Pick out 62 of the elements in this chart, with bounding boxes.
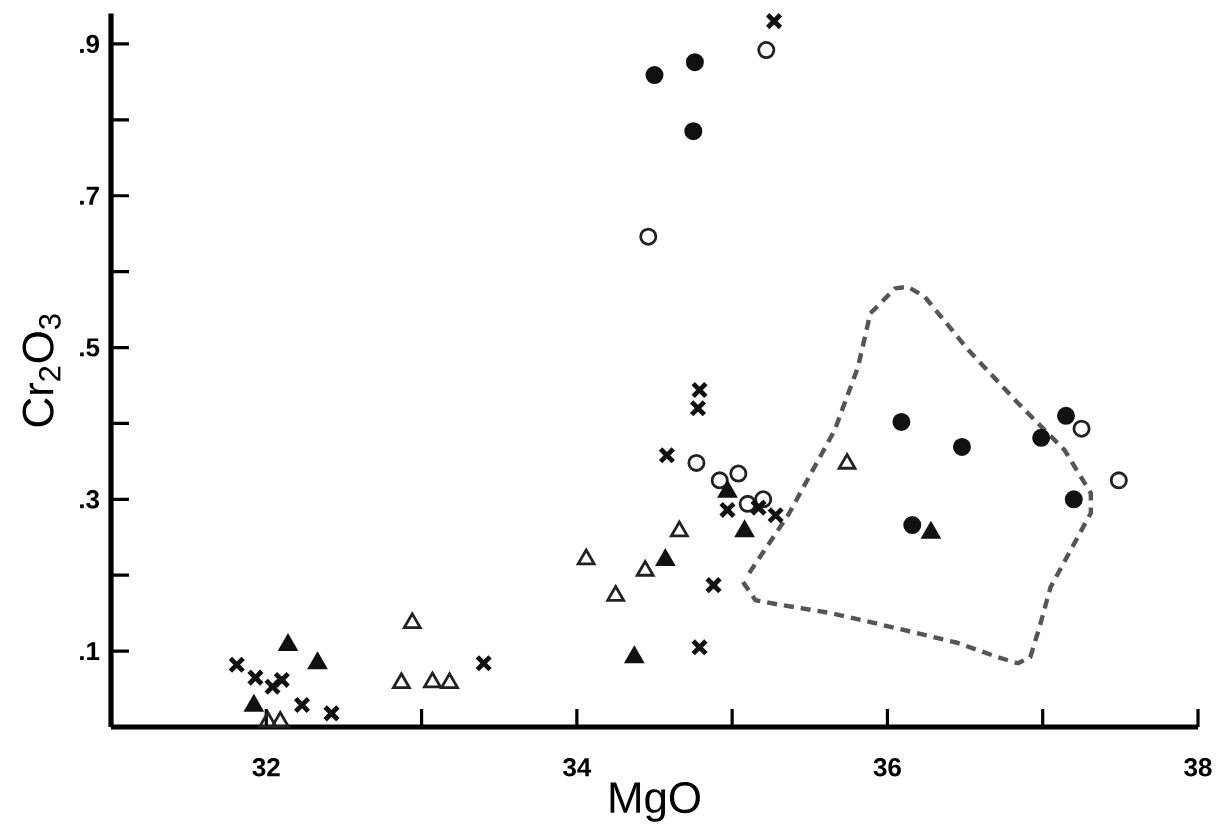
point <box>1072 419 1091 438</box>
point <box>1057 406 1075 425</box>
point <box>273 671 291 689</box>
point <box>278 634 298 652</box>
point <box>1032 428 1051 447</box>
point <box>690 381 709 399</box>
point <box>729 464 748 483</box>
point <box>228 656 246 674</box>
point <box>606 585 626 602</box>
x-tick-label: 36 <box>873 758 901 777</box>
point <box>308 652 327 670</box>
point <box>645 66 664 85</box>
point <box>718 481 737 498</box>
point <box>639 227 658 246</box>
point <box>921 522 941 539</box>
point <box>690 638 709 657</box>
point <box>322 704 341 723</box>
point <box>766 506 785 525</box>
point <box>903 516 922 535</box>
point <box>749 498 768 517</box>
y-tick-label: .3 <box>80 490 100 509</box>
point <box>635 560 655 577</box>
point <box>624 646 644 664</box>
x-tick-label: 38 <box>1184 758 1212 777</box>
x-tick-label: 34 <box>563 758 592 777</box>
point <box>685 53 704 72</box>
point <box>423 671 442 689</box>
point <box>757 41 776 60</box>
x-tick-label: 32 <box>252 758 280 777</box>
y-tick-label: .5 <box>80 338 100 357</box>
point <box>765 12 783 30</box>
point <box>474 654 493 673</box>
y-axis-title: Cr$_{2}$O$_{3}$ <box>22 314 61 427</box>
point <box>270 711 290 728</box>
point <box>892 412 911 431</box>
x-axis-title: MgO <box>610 782 700 822</box>
point <box>669 520 689 538</box>
point <box>952 437 971 456</box>
point <box>704 576 723 594</box>
point <box>1109 471 1128 490</box>
point <box>258 711 278 728</box>
point <box>710 471 729 490</box>
point <box>689 399 707 418</box>
point <box>392 672 411 689</box>
point <box>718 501 737 519</box>
point <box>576 548 596 566</box>
y-tick-label: .7 <box>80 186 99 205</box>
point <box>1064 490 1083 509</box>
point <box>402 612 422 630</box>
point <box>658 446 676 465</box>
point <box>684 122 703 141</box>
point <box>246 668 265 687</box>
y-tick-label: .9 <box>80 34 99 54</box>
point <box>440 672 459 689</box>
point <box>735 520 754 538</box>
point <box>687 453 706 472</box>
y-tick-label: .1 <box>80 642 100 661</box>
point <box>293 696 311 714</box>
point <box>837 453 857 470</box>
point <box>656 549 675 567</box>
point <box>244 695 264 712</box>
point <box>263 678 282 696</box>
